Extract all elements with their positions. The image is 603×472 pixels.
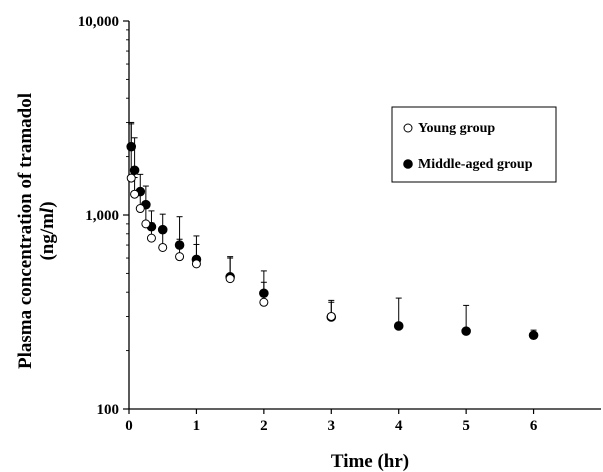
point-young (158, 242, 168, 252)
point-young (259, 297, 269, 307)
x-tick-label: 6 (530, 418, 538, 434)
point-middle-aged (126, 141, 137, 152)
x-tick-label: 4 (395, 418, 403, 434)
point-middle-aged (461, 326, 471, 336)
point-middle-aged (157, 224, 168, 235)
y-axis-title-suffix: ) (37, 201, 58, 207)
point-young (130, 189, 140, 199)
y-axis-title-italic: l (37, 207, 58, 213)
x-tick-label: 1 (193, 418, 201, 434)
y-tick-label: 100 (97, 402, 120, 418)
legend-marker-middle-aged (403, 159, 413, 169)
y-axis-title-line2: (ng/ml) (37, 201, 58, 260)
legend: Young group Middle-aged group (391, 106, 557, 183)
point-young (175, 252, 185, 262)
y-ticks: 100 1,000 10,000 (78, 14, 129, 418)
x-ticks: 0 1 2 3 4 5 6 (125, 409, 538, 434)
point-young (135, 204, 145, 214)
legend-label-young: Young group (418, 121, 495, 136)
legend-marker-young (403, 123, 413, 133)
point-middle-aged (528, 330, 539, 341)
point-middle-aged (174, 240, 185, 250)
point-middle-aged (393, 321, 404, 331)
y-axis-title-line1: Plasma concentration of tramadol (15, 93, 36, 369)
legend-box (391, 106, 557, 183)
y-tick-label: 10,000 (78, 14, 119, 30)
x-tick-label: 3 (328, 418, 336, 434)
x-tick-label: 5 (462, 418, 470, 434)
data-points (126, 141, 539, 341)
y-axis-title-prefix: (ng/m (37, 213, 58, 261)
axes (128, 21, 601, 410)
legend-label-middle-aged: Middle-aged group (418, 157, 533, 172)
point-young (141, 219, 151, 229)
point-young (146, 233, 156, 243)
point-young (326, 311, 336, 321)
point-middle-aged (259, 288, 269, 299)
y-tick-label: 1,000 (85, 208, 119, 224)
point-young (191, 259, 201, 269)
x-axis-title: Time (hr) (331, 451, 409, 472)
point-middle-aged (129, 165, 140, 176)
x-tick-label: 0 (125, 418, 133, 434)
point-young (126, 173, 136, 183)
x-tick-label: 2 (260, 418, 268, 434)
point-young (225, 274, 235, 284)
